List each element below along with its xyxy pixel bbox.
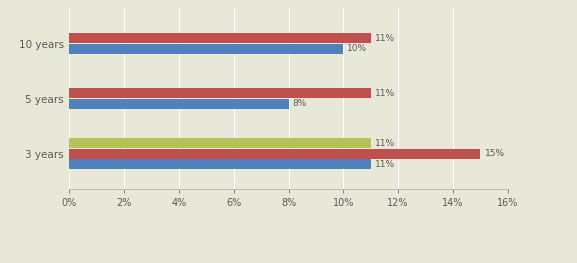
Bar bbox=[69, 159, 370, 169]
Legend: Tata Retirement Savings Fund - Conservative, Templeton India Pension Plan, UTI R: Tata Retirement Savings Fund - Conservat… bbox=[5, 261, 572, 263]
Bar bbox=[69, 88, 370, 98]
Text: 15%: 15% bbox=[485, 149, 505, 158]
Bar bbox=[69, 149, 480, 159]
Text: 8%: 8% bbox=[293, 99, 307, 108]
Bar bbox=[69, 99, 288, 109]
Text: 11%: 11% bbox=[375, 89, 395, 98]
Bar bbox=[69, 138, 370, 148]
Text: 11%: 11% bbox=[375, 159, 395, 169]
Text: 11%: 11% bbox=[375, 139, 395, 148]
Text: 10%: 10% bbox=[347, 44, 368, 53]
Bar bbox=[69, 33, 370, 43]
Bar bbox=[69, 44, 343, 54]
Text: 11%: 11% bbox=[375, 34, 395, 43]
